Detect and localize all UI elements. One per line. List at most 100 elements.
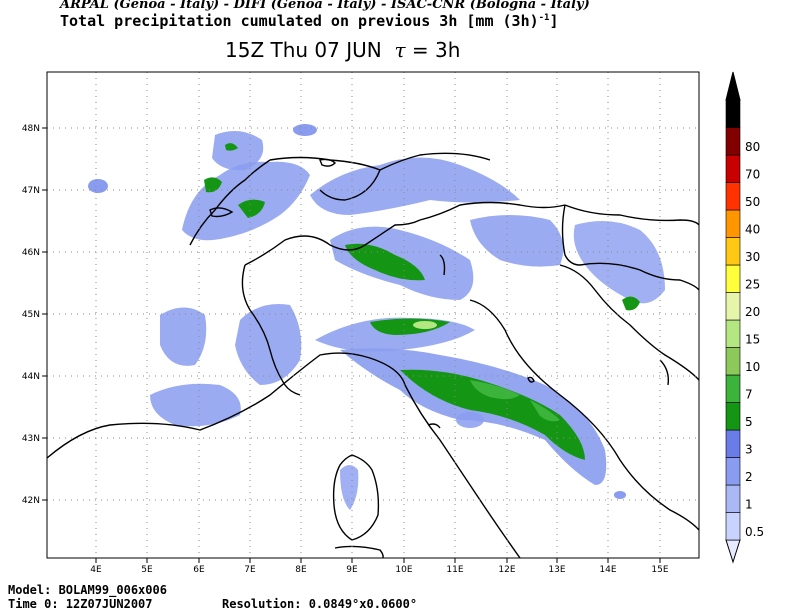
precip-area-tuscany: [456, 412, 484, 428]
graticule: [47, 72, 699, 558]
legend-level-label: 30: [745, 250, 760, 264]
legend-level-label: 15: [745, 333, 760, 347]
lon-label: 8E: [295, 565, 307, 575]
lon-label: 4E: [90, 565, 102, 575]
valid-time-label: 15Z Thu 07 JUN: [225, 38, 382, 62]
legend-tip-low: [725, 539, 741, 564]
legend-swatch: [725, 127, 741, 156]
legend-level-label: 5: [745, 415, 753, 429]
precip-area-central-alps: [310, 157, 520, 215]
legend-tip-high: [725, 71, 741, 101]
precip-area-jura: [212, 131, 264, 171]
precip-area-provence: [150, 383, 241, 427]
legend-swatch: [725, 99, 741, 128]
legend-swatch: [725, 264, 741, 293]
legend-level-label: 10: [745, 360, 760, 374]
map-title: Total precipitation cumulated on previou…: [60, 12, 559, 30]
legend-swatch: [725, 429, 741, 458]
coastline-elba: [427, 423, 441, 429]
legend-swatch: [725, 374, 741, 403]
precip-area-slovenia: [573, 221, 665, 304]
map-title-exponent: -1: [538, 13, 550, 23]
lon-label: 9E: [346, 565, 358, 575]
lon-label: 7E: [244, 565, 256, 575]
lat-label: 43N: [22, 434, 40, 444]
precip-area-po-peak: [413, 321, 437, 329]
precip-area-north-cell: [293, 124, 317, 136]
precip-area-adriatic-cell: [614, 491, 626, 499]
lon-label: 15E: [651, 565, 668, 575]
legend-swatch: [725, 209, 741, 238]
longitude-labels: 4E 5E 6E 7E 8E 9E 10E 11E 12E 13E 14E 15…: [90, 565, 669, 575]
latitude-labels: 48N 47N 46N 45N 44N 43N 42N: [22, 124, 40, 506]
legend-swatch: [725, 457, 741, 486]
lat-label: 45N: [22, 310, 40, 320]
legend-level-label: 3: [745, 443, 753, 457]
legend-swatch: [725, 484, 741, 513]
precip-area-corsica: [340, 465, 359, 510]
border-france-italy: [241, 264, 301, 396]
coastline-istria: [559, 264, 699, 381]
precip-area-istria-core: [622, 296, 640, 311]
precip-area-apennines-core: [400, 369, 585, 460]
init-time-label: Time 0: 12Z07JUN2007: [8, 597, 153, 611]
legend-level-label: 80: [745, 140, 760, 154]
coastline-corsica: [332, 454, 380, 541]
precip-area-apennines-peak-south: [530, 400, 560, 422]
border-austria-italy: [419, 201, 566, 221]
model-label: Model: BOLAM99_006x006: [8, 583, 167, 597]
legend-swatch: [725, 402, 741, 431]
border-france-switzerland: [189, 159, 271, 246]
tau-symbol: τ: [394, 38, 406, 62]
border-italy-slovenia: [561, 204, 581, 266]
coastlines: [47, 152, 699, 558]
coastline-bodensee: [319, 158, 336, 167]
legend-level-label: 20: [745, 305, 760, 319]
legend-level-label: 70: [745, 168, 760, 182]
lat-label: 47N: [22, 186, 40, 196]
lat-label: 44N: [22, 372, 40, 382]
valid-time: 15Z Thu 07 JUN τ = 3h: [225, 38, 460, 62]
lon-label: 11E: [446, 565, 463, 575]
lat-label: 42N: [22, 496, 40, 506]
precip-area-swiss-core: [238, 199, 265, 218]
legend-level-label: 25: [745, 278, 760, 292]
coastline-sardinia: [334, 545, 384, 558]
lat-label: 46N: [22, 248, 40, 258]
lon-label: 10E: [395, 565, 412, 575]
border-slovenia-croatia: [579, 262, 699, 291]
precip-area-apennines-peak: [470, 380, 520, 400]
legend-swatch: [725, 347, 741, 376]
lat-label: 48N: [22, 124, 40, 134]
legend-level-label: 7: [745, 388, 753, 402]
institutions-header: ARPAL (Genoa - Italy) - DIFI (Genoa - It…: [60, 0, 590, 12]
resolution-label: Resolution: 0.0849°x0.0600°: [222, 597, 418, 611]
legend-level-label: 0.5: [745, 525, 764, 539]
map-frame: [46, 71, 700, 559]
precip-area-west: [88, 179, 108, 193]
border-switzerland-italy: [244, 219, 421, 266]
legend-swatch: [725, 292, 741, 321]
coastline-ligurian-tyrrhenian: [47, 352, 521, 558]
precip-area-lombardy-core: [345, 243, 425, 281]
legend-level-label: 50: [745, 195, 760, 209]
legend-swatch: [725, 512, 741, 541]
precip-area-jura-core: [204, 177, 222, 193]
precip-area-veneto: [470, 215, 564, 267]
legend-level-label: 40: [745, 223, 760, 237]
coastline-geneva: [209, 207, 234, 218]
coastline-adriatic: [469, 299, 699, 531]
border-slovenia-austria: [564, 204, 699, 226]
coastline-garda: [439, 254, 446, 276]
legend-swatch: [725, 237, 741, 266]
lon-label: 6E: [193, 565, 205, 575]
coastline-dalmatia-island: [659, 359, 670, 386]
map-title-text: Total precipitation cumulated on previou…: [60, 12, 539, 30]
tick-marks: [42, 127, 661, 563]
lon-label: 12E: [498, 565, 515, 575]
legend-swatch: [725, 182, 741, 211]
coastline-trasimeno: [527, 376, 535, 383]
legend-level-label: 1: [745, 498, 753, 512]
lon-label: 5E: [141, 565, 153, 575]
